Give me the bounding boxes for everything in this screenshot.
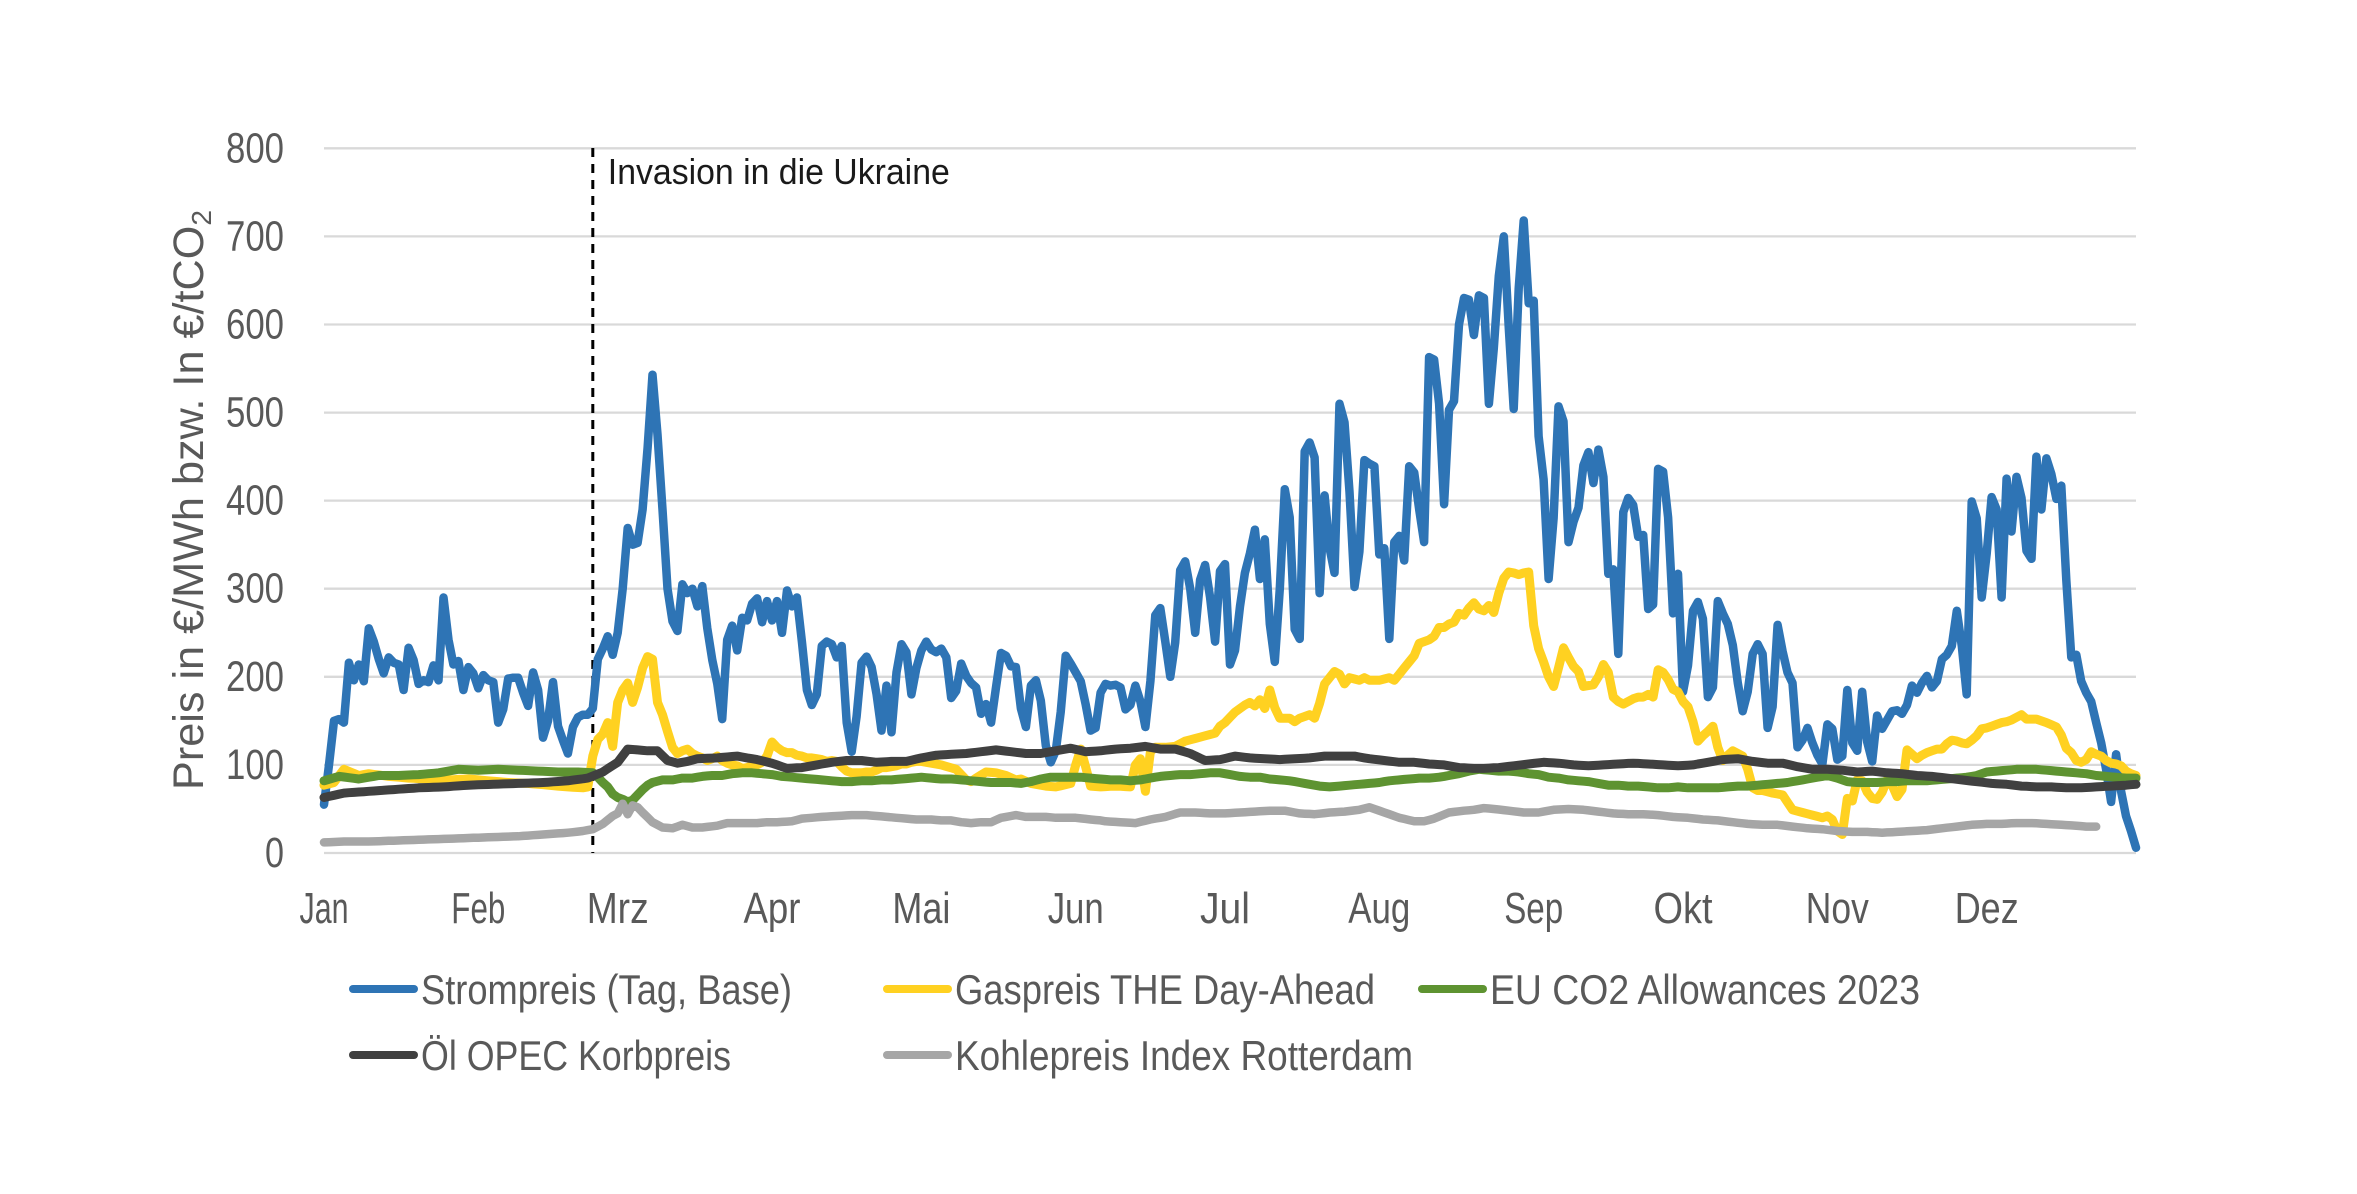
svg-text:Jan: Jan [300,884,349,933]
svg-text:Jun: Jun [1048,884,1104,933]
svg-text:Jul: Jul [1200,884,1250,933]
svg-text:Dez: Dez [1955,884,2019,933]
svg-text:600: 600 [226,301,284,349]
svg-text:Mai: Mai [892,884,950,933]
svg-text:200: 200 [226,653,284,701]
svg-text:Gaspreis THE Day-Ahead: Gaspreis THE Day-Ahead [955,966,1375,1013]
svg-text:Preis in €/MWh bzw. In €/tCO2: Preis in €/MWh bzw. In €/tCO2 [165,210,217,790]
svg-text:Mrz: Mrz [587,884,649,933]
svg-text:Feb: Feb [451,884,505,933]
svg-text:300: 300 [226,565,284,613]
svg-text:Öl OPEC Korbpreis: Öl OPEC Korbpreis [421,1032,731,1079]
svg-text:Sep: Sep [1504,884,1563,933]
svg-text:Kohlepreis Index Rotterdam: Kohlepreis Index Rotterdam [955,1032,1413,1079]
svg-text:Invasion in die Ukraine: Invasion in die Ukraine [608,151,950,192]
svg-text:Aug: Aug [1348,884,1410,933]
svg-text:Apr: Apr [744,884,801,933]
svg-text:700: 700 [226,212,284,260]
svg-text:Okt: Okt [1654,884,1713,933]
svg-text:Nov: Nov [1806,884,1869,933]
svg-text:0: 0 [265,829,284,877]
svg-text:800: 800 [226,124,284,172]
svg-text:400: 400 [226,477,284,525]
svg-text:100: 100 [226,741,284,789]
svg-text:500: 500 [226,389,284,437]
svg-text:EU CO2 Allowances 2023: EU CO2 Allowances 2023 [1490,966,1920,1013]
svg-text:Strompreis (Tag, Base): Strompreis (Tag, Base) [421,966,792,1013]
